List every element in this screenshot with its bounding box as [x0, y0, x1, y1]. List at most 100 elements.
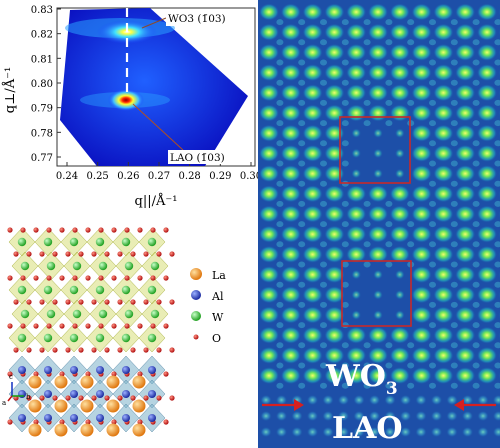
- minor-atom-column: [472, 180, 480, 187]
- minor-atom-column: [385, 120, 393, 127]
- legend-al-marker: [191, 290, 201, 300]
- atom-column: [324, 3, 345, 21]
- oxygen-atom: [143, 251, 149, 257]
- atom-column: [411, 104, 432, 122]
- atom-column: [280, 346, 301, 364]
- oxygen-atom: [111, 419, 117, 425]
- substrate-atom-column: [260, 394, 272, 406]
- atom-column: [302, 185, 323, 203]
- atom-column: [477, 245, 497, 263]
- lanthanum-atom: [28, 423, 42, 437]
- minor-atom-column: [472, 261, 480, 268]
- atom-column: [477, 144, 497, 162]
- minor-atom-column: [298, 19, 306, 26]
- atom-column: [455, 104, 476, 122]
- defect-atom-column: [373, 168, 383, 179]
- minor-atom-column: [341, 99, 349, 106]
- oxygen-atom: [85, 419, 91, 425]
- oxygen-atom: [46, 227, 52, 233]
- minor-atom-column: [320, 342, 327, 349]
- substrate-atom-column: [260, 410, 272, 422]
- lanthanum-atom: [80, 375, 94, 389]
- minor-atom-column: [472, 281, 480, 288]
- minor-atom-column: [385, 200, 393, 207]
- minor-atom-column: [385, 79, 393, 86]
- atom-column: [346, 104, 367, 122]
- atom-column: [411, 165, 432, 183]
- interface-arrow-right: [454, 399, 496, 411]
- minor-atom-column: [320, 140, 327, 147]
- oxygen-atom: [26, 395, 32, 401]
- substrate-atom-column: [306, 410, 319, 422]
- oxygen-atom: [59, 275, 65, 281]
- minor-atom-column: [429, 160, 436, 167]
- oxygen-atom: [7, 275, 13, 281]
- minor-atom-column: [276, 19, 284, 26]
- lanthanum-atom: [54, 399, 68, 413]
- minor-atom-column: [385, 59, 393, 66]
- minor-atom-column: [407, 79, 415, 86]
- minor-atom-column: [341, 160, 349, 167]
- atom-column: [477, 205, 497, 223]
- atom-column: [389, 185, 410, 203]
- minor-atom-column: [320, 79, 327, 86]
- oxygen-atom: [137, 275, 143, 281]
- atom-column: [455, 43, 476, 61]
- oxygen-atom: [169, 347, 175, 353]
- atom-column: [411, 266, 432, 284]
- atom-column: [389, 225, 410, 243]
- oxygen-atom: [163, 227, 169, 233]
- minor-atom-column: [363, 342, 371, 349]
- oxygen-atom: [39, 251, 45, 257]
- atom-column: [477, 124, 497, 142]
- atom-column: [302, 225, 323, 243]
- atom-column: [411, 286, 432, 304]
- oxygen-atom: [169, 395, 175, 401]
- atom-column: [389, 84, 410, 102]
- substrate-atom-column: [384, 426, 396, 438]
- atom-column: [346, 43, 367, 61]
- minor-atom-column: [429, 281, 436, 288]
- atom-column: [411, 306, 432, 324]
- reciprocal-space-map: 0.830.820.810.800.790.780.77 0.24 0.25 0.2…: [2, 5, 260, 209]
- minor-atom-column: [320, 59, 327, 66]
- substrate-atom-column: [430, 410, 443, 422]
- minor-atom-column: [429, 79, 436, 86]
- atom-column: [455, 84, 476, 102]
- substrate-atom-column: [461, 426, 474, 438]
- minor-atom-column: [363, 79, 371, 86]
- tungsten-atom: [43, 285, 53, 295]
- atom-column: [259, 286, 279, 304]
- oxygen-atom: [91, 299, 97, 305]
- oxygen-atom: [7, 371, 13, 377]
- atom-column: [433, 144, 454, 162]
- atom-column: [477, 3, 497, 21]
- atom-column: [280, 104, 301, 122]
- minor-atom-column: [494, 382, 500, 389]
- atom-column: [433, 104, 454, 122]
- minor-atom-column: [385, 382, 393, 389]
- atom-column: [346, 245, 367, 263]
- minor-atom-column: [472, 241, 480, 248]
- atom-column: [324, 64, 345, 82]
- x-tick-label: 0.25: [87, 171, 109, 182]
- minor-atom-column: [320, 99, 327, 106]
- minor-atom-column: [298, 160, 306, 167]
- atom-column: [368, 185, 388, 203]
- atom-column: [259, 205, 279, 223]
- atom-lattice: [7, 227, 175, 437]
- oxygen-atom: [137, 419, 143, 425]
- tungsten-atom: [43, 237, 53, 247]
- atom-column: [280, 43, 301, 61]
- minor-atom-column: [450, 241, 458, 248]
- minor-atom-column: [341, 39, 349, 46]
- oxygen-atom: [39, 299, 45, 305]
- substrate-atom-column: [368, 426, 381, 438]
- atom-column: [280, 185, 301, 203]
- substrate-atom-column: [337, 426, 350, 438]
- minor-atom-column: [298, 120, 306, 127]
- atom-column: [455, 3, 476, 21]
- minor-atom-column: [320, 39, 327, 46]
- substrate-atom-column: [399, 426, 412, 438]
- minor-atom-column: [298, 140, 306, 147]
